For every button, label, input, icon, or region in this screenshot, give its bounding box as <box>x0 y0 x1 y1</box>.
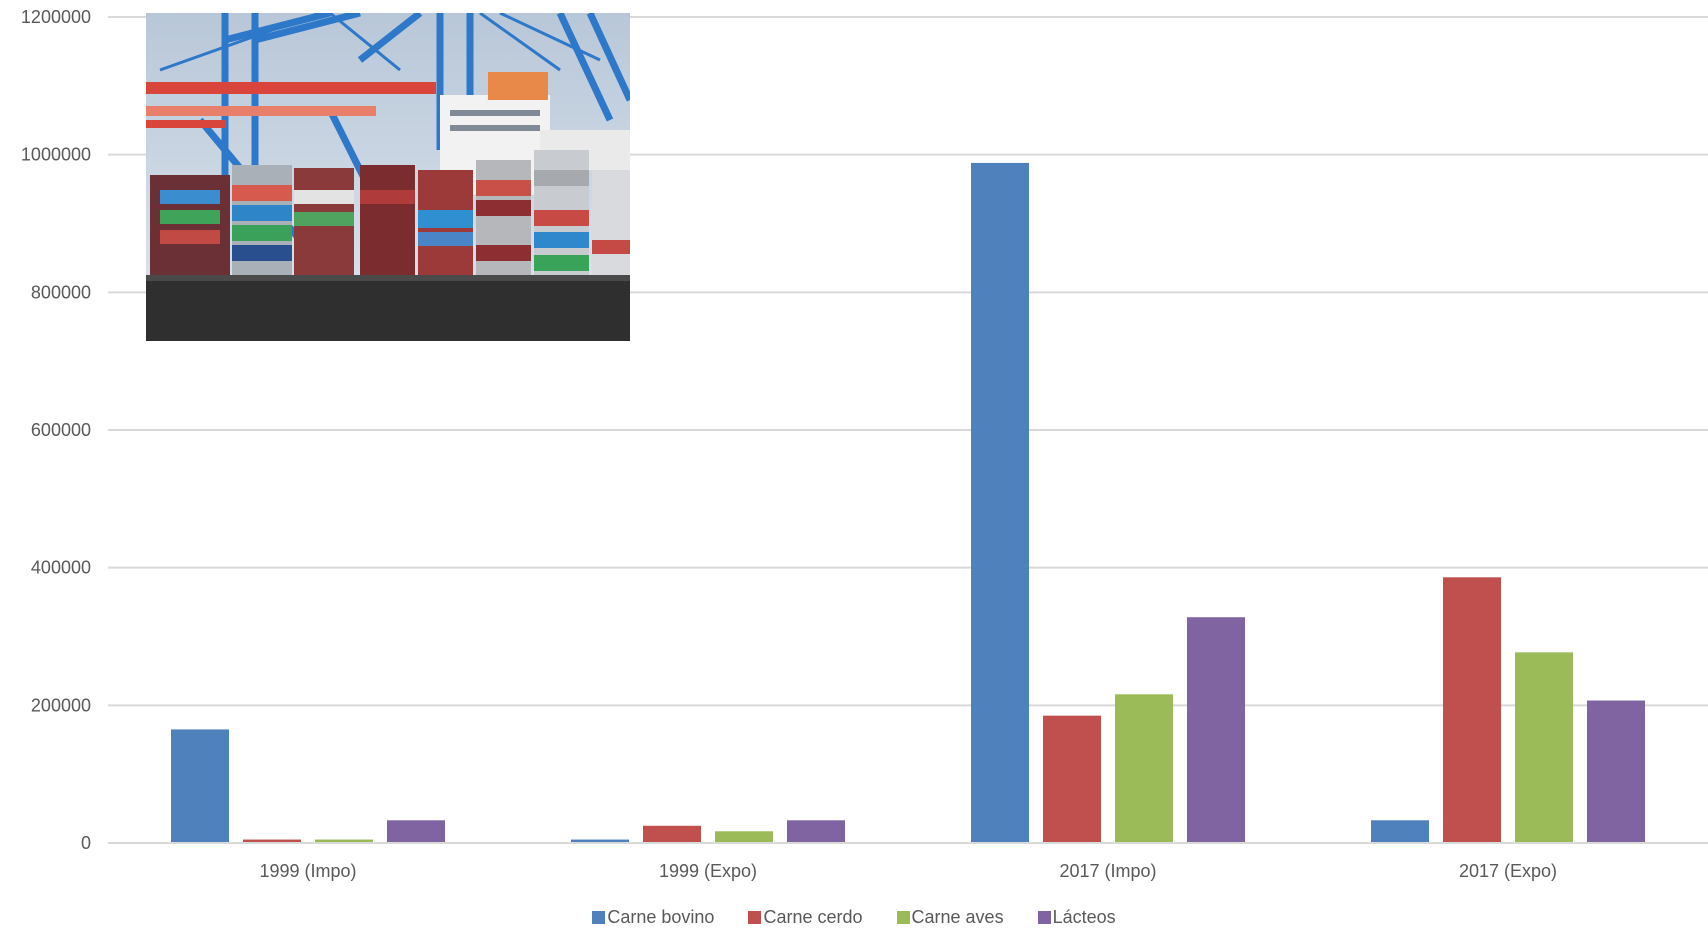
bar <box>787 820 845 843</box>
legend-swatch <box>1037 910 1051 924</box>
bar <box>1443 577 1501 843</box>
bar <box>571 839 629 843</box>
bar <box>1115 694 1173 843</box>
bar <box>243 839 301 843</box>
x-tick-label: 1999 (Expo) <box>659 861 757 881</box>
bar <box>1515 652 1573 843</box>
y-tick-label: 600000 <box>31 420 91 440</box>
legend-label: Carne cerdo <box>763 906 863 927</box>
legend-swatch <box>748 910 762 924</box>
y-tick-label: 0 <box>81 833 91 853</box>
y-tick-label: 400000 <box>31 558 91 578</box>
legend-item: Carne aves <box>896 905 1004 929</box>
legend-item: Lácteos <box>1037 905 1116 929</box>
y-axis-tick-labels: 0 200000 400000 600000 800000 1000000 1200000 <box>21 7 91 853</box>
x-tick-label: 1999 (Impo) <box>259 861 356 881</box>
x-tick-label: 2017 (Impo) <box>1059 861 1156 881</box>
y-tick-label: 1200000 <box>21 7 91 27</box>
chart-legend: Carne bovino Carne cerdo Carne aves Lácteos <box>0 905 1708 929</box>
legend-label: Carne aves <box>911 906 1004 927</box>
legend-label: Carne bovino <box>607 906 715 927</box>
y-tick-label: 1000000 <box>21 145 91 165</box>
x-tick-label: 2017 (Expo) <box>1459 861 1557 881</box>
bar <box>971 162 1029 844</box>
container-ship-photo <box>146 13 630 341</box>
legend-label: Lácteos <box>1052 906 1116 927</box>
bar <box>387 820 445 843</box>
bar <box>1371 820 1429 843</box>
bar <box>1187 617 1245 843</box>
legend-item: Carne cerdo <box>748 905 863 929</box>
bar <box>171 729 229 843</box>
bar <box>715 831 773 843</box>
y-tick-label: 200000 <box>31 695 91 715</box>
y-tick-label: 800000 <box>31 282 91 302</box>
bar <box>643 825 701 843</box>
bars <box>108 162 1708 844</box>
bar <box>315 839 373 843</box>
legend-item: Carne bovino <box>592 905 714 929</box>
legend-swatch <box>896 910 910 924</box>
x-axis-tick-labels: 1999 (Impo) 1999 (Expo) 2017 (Impo) 2017 (E… <box>259 861 1557 881</box>
bar <box>1587 700 1645 843</box>
legend-swatch <box>592 910 606 924</box>
bar <box>1043 715 1101 843</box>
